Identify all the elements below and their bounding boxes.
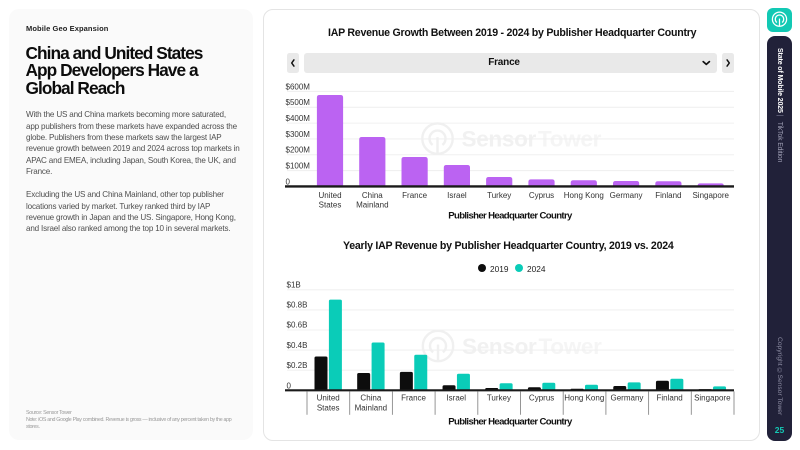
- svg-text:Finland: Finland: [657, 394, 683, 403]
- svg-text:$0.6B: $0.6B: [287, 321, 308, 330]
- svg-text:Mainland: Mainland: [355, 403, 387, 412]
- svg-text:$600M: $600M: [286, 82, 311, 91]
- svg-text:$200M: $200M: [286, 146, 311, 155]
- svg-text:$1B: $1B: [287, 281, 301, 290]
- svg-text:$0.2B: $0.2B: [287, 361, 308, 370]
- svg-text:United: United: [318, 191, 341, 200]
- svg-text:Hong Kong: Hong Kong: [564, 191, 604, 200]
- svg-text:$100M: $100M: [286, 161, 311, 170]
- svg-text:SensorTower: SensorTower: [462, 334, 602, 359]
- svg-text:Publisher Headquarter Country: Publisher Headquarter Country: [448, 210, 573, 221]
- svg-text:Hong Kong: Hong Kong: [564, 394, 604, 403]
- svg-text:Israel: Israel: [446, 394, 466, 403]
- svg-text:Turkey: Turkey: [487, 191, 511, 200]
- svg-text:States: States: [319, 201, 342, 210]
- svg-text:Singapore: Singapore: [692, 191, 729, 200]
- svg-text:Turkey: Turkey: [487, 394, 511, 403]
- svg-text:Cyprus: Cyprus: [529, 394, 554, 403]
- svg-text:Publisher Headquarter Country: Publisher Headquarter Country: [448, 417, 573, 428]
- svg-text:Mainland: Mainland: [356, 201, 388, 210]
- svg-text:$300M: $300M: [286, 130, 311, 139]
- svg-text:Germany: Germany: [610, 191, 643, 200]
- svg-text:United: United: [317, 394, 340, 403]
- svg-text:Germany: Germany: [611, 394, 644, 403]
- svg-text:Singapore: Singapore: [694, 394, 731, 403]
- svg-text:Israel: Israel: [447, 191, 467, 200]
- svg-text:France: France: [401, 394, 426, 403]
- svg-text:Cyprus: Cyprus: [529, 191, 554, 200]
- svg-text:$400M: $400M: [286, 114, 311, 123]
- svg-text:China: China: [362, 191, 383, 200]
- svg-text:States: States: [317, 403, 340, 412]
- svg-text:0: 0: [286, 178, 291, 187]
- svg-text:Finland: Finland: [655, 191, 681, 200]
- svg-text:$0.4B: $0.4B: [287, 341, 308, 350]
- svg-text:$500M: $500M: [286, 98, 311, 107]
- svg-text:0: 0: [287, 381, 292, 390]
- svg-text:China: China: [360, 394, 381, 403]
- svg-text:$0.8B: $0.8B: [287, 301, 308, 310]
- svg-text:France: France: [402, 191, 427, 200]
